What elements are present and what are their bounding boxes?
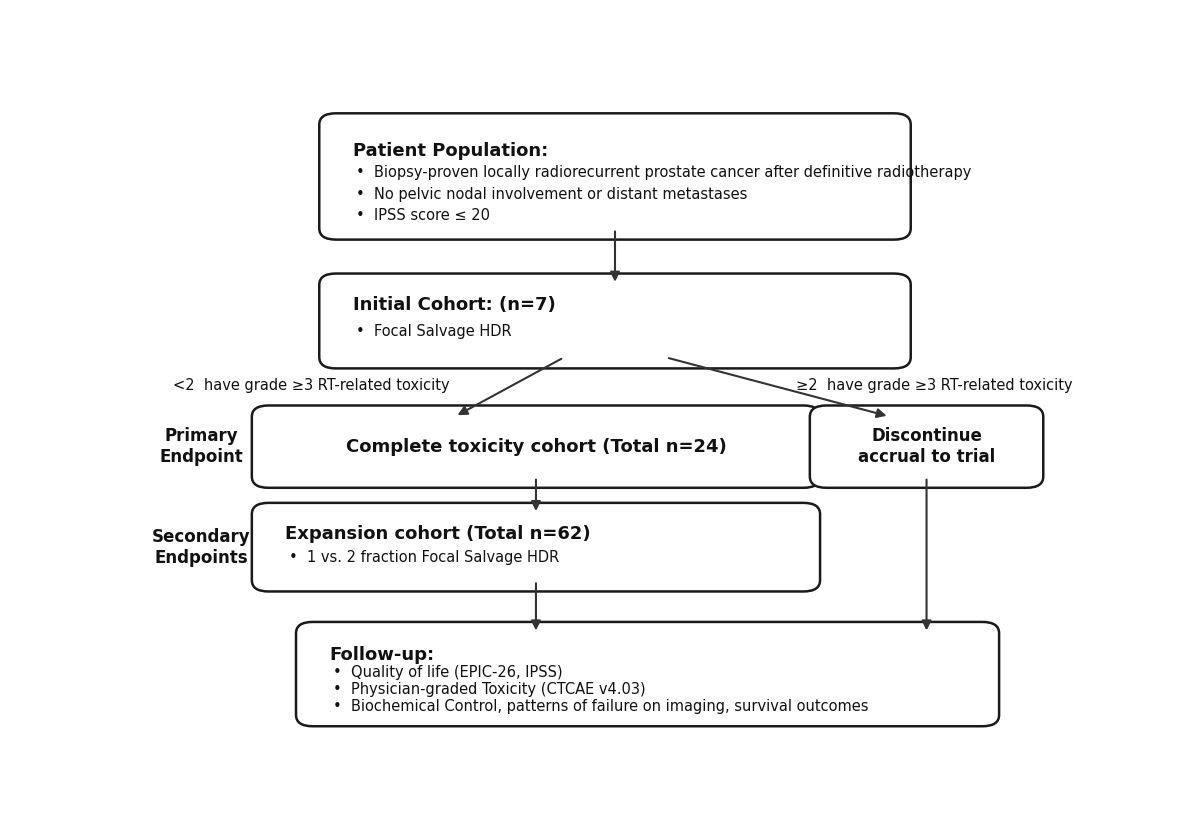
Text: Secondary
Endpoints: Secondary Endpoints — [152, 528, 251, 566]
Text: Patient Population:: Patient Population: — [353, 142, 548, 160]
Text: •  No pelvic nodal involvement or distant metastases: • No pelvic nodal involvement or distant… — [356, 187, 748, 202]
Text: •  Physician-graded Toxicity (CTCAE v4.03): • Physician-graded Toxicity (CTCAE v4.03… — [334, 682, 646, 697]
Text: Expansion cohort (Total n=62): Expansion cohort (Total n=62) — [286, 525, 590, 543]
Text: •  Focal Salvage HDR: • Focal Salvage HDR — [356, 324, 512, 339]
FancyBboxPatch shape — [252, 503, 820, 592]
FancyBboxPatch shape — [296, 622, 1000, 726]
Text: •  IPSS score ≤ 20: • IPSS score ≤ 20 — [356, 208, 491, 223]
Text: Discontinue
accrual to trial: Discontinue accrual to trial — [858, 428, 995, 466]
FancyBboxPatch shape — [252, 406, 820, 488]
Text: <2  have grade ≥3 RT-related toxicity: <2 have grade ≥3 RT-related toxicity — [173, 378, 450, 393]
Text: •  Quality of life (EPIC-26, IPSS): • Quality of life (EPIC-26, IPSS) — [334, 665, 563, 680]
Text: Complete toxicity cohort (Total n=24): Complete toxicity cohort (Total n=24) — [346, 437, 726, 455]
Text: Primary
Endpoint: Primary Endpoint — [160, 428, 244, 466]
Text: •  Biochemical Control, patterns of failure on imaging, survival outcomes: • Biochemical Control, patterns of failu… — [334, 699, 869, 714]
FancyBboxPatch shape — [319, 113, 911, 240]
FancyBboxPatch shape — [810, 406, 1043, 488]
Text: •  Biopsy-proven locally radiorecurrent prostate cancer after definitive radioth: • Biopsy-proven locally radiorecurrent p… — [356, 165, 972, 180]
Text: ≥2  have grade ≥3 RT-related toxicity: ≥2 have grade ≥3 RT-related toxicity — [797, 378, 1073, 393]
FancyBboxPatch shape — [319, 273, 911, 368]
Text: •  1 vs. 2 fraction Focal Salvage HDR: • 1 vs. 2 fraction Focal Salvage HDR — [289, 550, 559, 565]
Text: Follow-up:: Follow-up: — [330, 646, 434, 664]
Text: Initial Cohort: (n=7): Initial Cohort: (n=7) — [353, 296, 556, 314]
